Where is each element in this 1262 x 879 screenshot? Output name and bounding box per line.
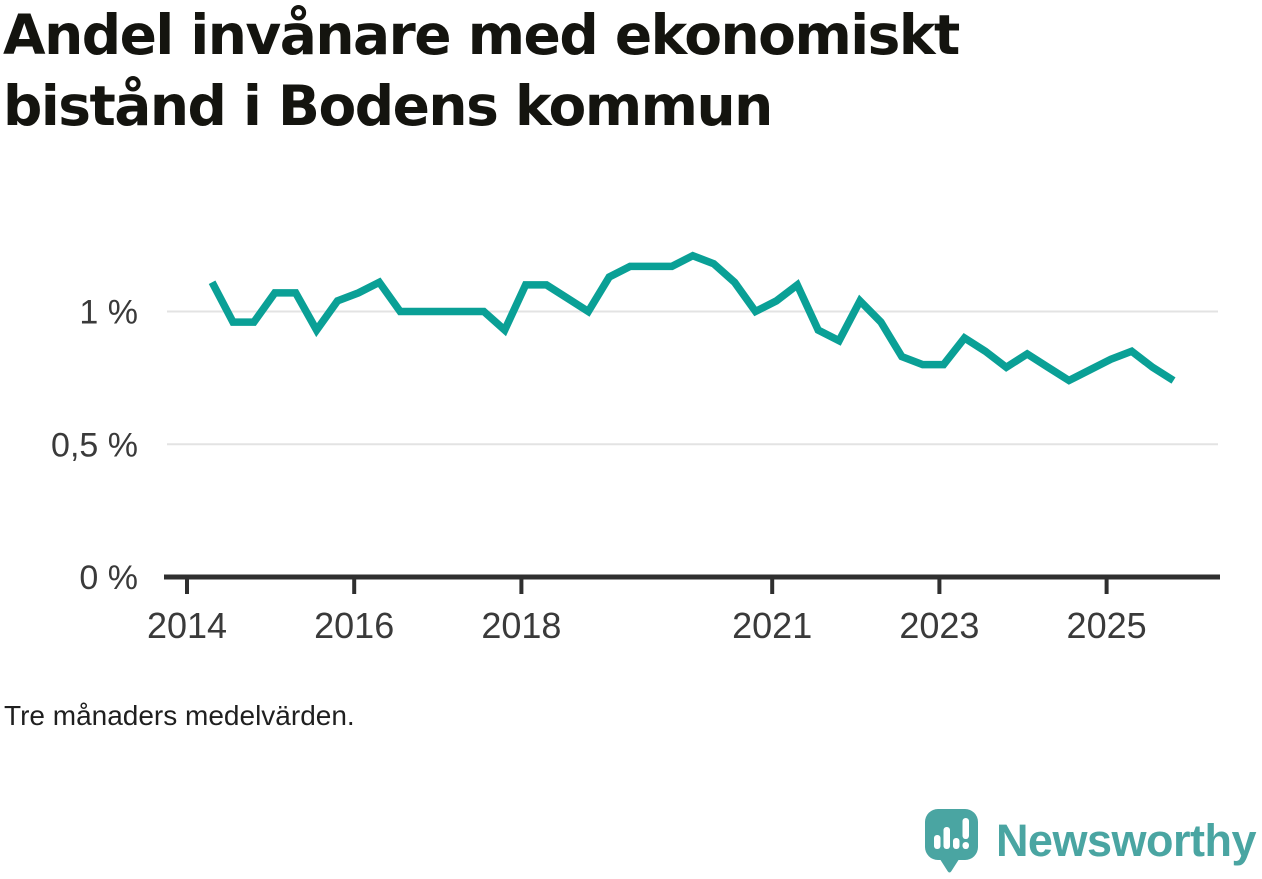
- x-tick-label: 2018: [481, 605, 561, 646]
- speech-bubble-shape: [924, 809, 978, 873]
- x-tick-label: 2025: [1067, 605, 1147, 646]
- x-tick-label: 2021: [732, 605, 812, 646]
- y-tick-label: 0,5 %: [51, 426, 138, 464]
- newsworthy-branding: Newsworthy: [923, 808, 1257, 874]
- data-series-line: [208, 251, 1176, 385]
- y-tick-label: 0 %: [79, 559, 138, 597]
- newsworthy-logo-icon: [924, 809, 978, 873]
- x-axis-labels: 2014 2016 2018 2021 2023 2025: [147, 605, 1147, 646]
- x-axis: [164, 574, 1220, 594]
- y-tick-label: 1 %: [79, 294, 138, 332]
- y-axis-labels: 0 % 0,5 % 1 %: [51, 294, 138, 598]
- exclamation-glyph: [962, 818, 969, 849]
- x-tick-label: 2023: [899, 605, 979, 646]
- bar-chart-glyph: [933, 827, 960, 849]
- gridlines: [167, 310, 1218, 446]
- x-tick-label: 2016: [314, 605, 394, 646]
- newsworthy-logo-text: Newsworthy: [995, 815, 1257, 866]
- x-tick-label: 2014: [147, 605, 227, 646]
- chart-title: Andel invånare med ekonomiskt bistånd i …: [3, 3, 960, 138]
- chart-footnote: Tre månaders medelvärden.: [4, 700, 355, 731]
